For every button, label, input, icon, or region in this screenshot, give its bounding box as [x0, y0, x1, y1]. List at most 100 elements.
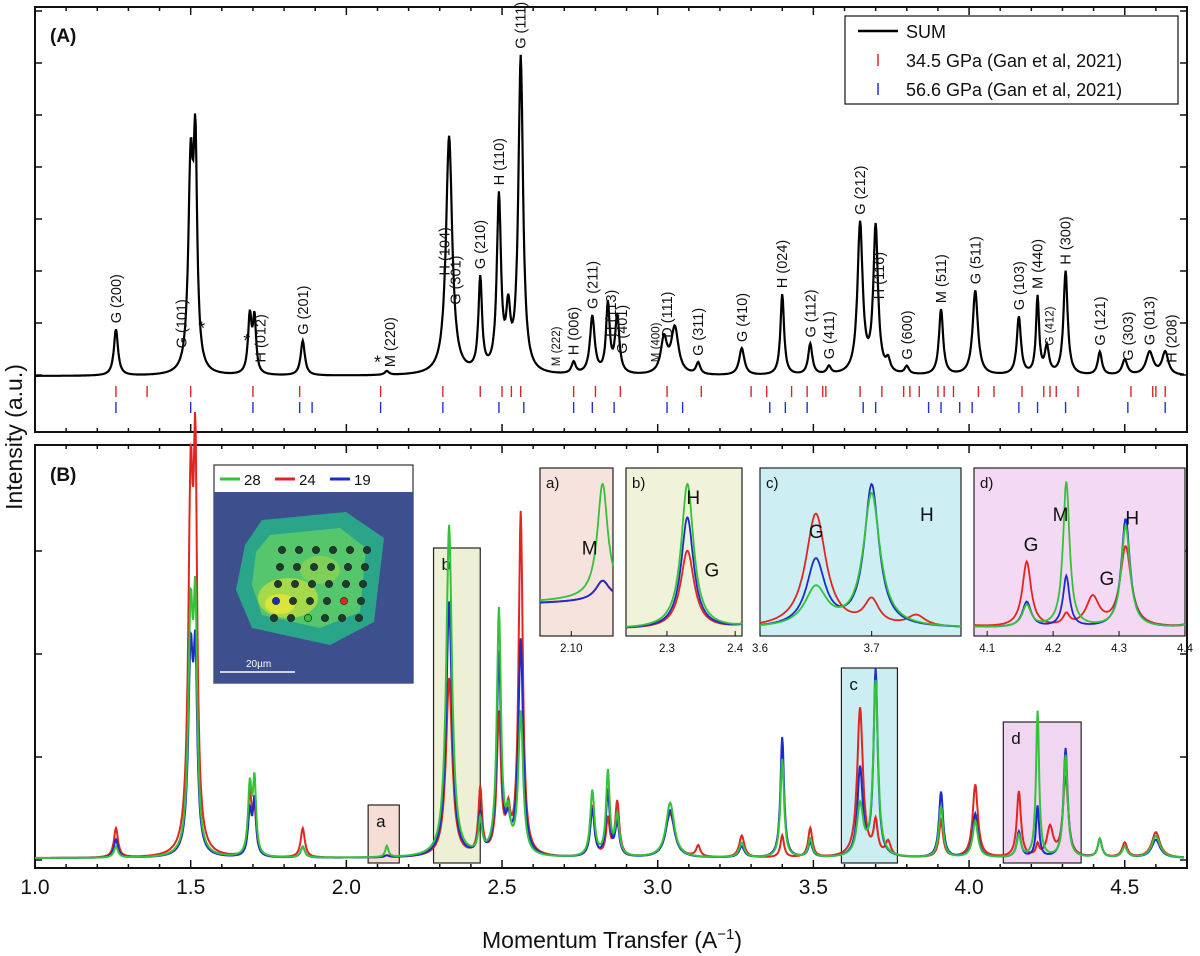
zoom-peak-label: H [1125, 508, 1139, 529]
map-point [295, 546, 303, 554]
x-tick-label: 4.5 [1110, 876, 1139, 899]
map-point [359, 580, 367, 588]
peak-label: H (116) [872, 252, 888, 299]
scale-bar-label: 20µm [246, 659, 271, 670]
map-legend-19: 19 [354, 472, 371, 489]
peak-label: H (024) [775, 240, 791, 288]
zoom-line [540, 579, 614, 604]
legend-56-6: 56.6 GPa (Gan et al, 2021) [906, 80, 1122, 100]
map-point [327, 563, 335, 571]
peak-label: G (410) [735, 293, 751, 342]
peak-label: D (111) [660, 291, 676, 337]
zoom-peak-label: H [920, 505, 934, 526]
zoom-tick-label: 4.1 [979, 643, 995, 655]
peak-label: M (220) [383, 317, 399, 367]
x-tick-label: 3.0 [643, 876, 672, 899]
peak-star: * [198, 319, 205, 339]
zoom-peak-label: G [1100, 569, 1115, 590]
panel-a-plot: G (200)G (101) ** H (012)G (201)* M (220)H … [35, 2, 1185, 413]
peak-label: G (211) [585, 261, 601, 309]
peak-label: M (400) [651, 322, 663, 362]
zoom-tick-label: 4.3 [1111, 643, 1127, 655]
map-point [293, 563, 301, 571]
series-line-28 [35, 524, 1184, 859]
peak-label: M (222) [551, 326, 563, 366]
map-point [321, 614, 329, 622]
zoom-inset-tag: c) [766, 475, 779, 492]
peak-label: G (121) [1093, 296, 1109, 345]
peak-star: * [374, 353, 381, 373]
x-tick-label: 2.5 [487, 876, 516, 899]
peak-label: H (006) [567, 307, 583, 355]
zoom-tick-label: 2.4 [727, 643, 744, 655]
x-tick-label: 2.0 [332, 876, 361, 899]
peak-label: G (412) [1044, 306, 1056, 345]
zoom-tick-label: 4.2 [1045, 643, 1061, 655]
peak-label: G (301) [448, 256, 464, 305]
zoom-line [759, 491, 962, 628]
peak-label: H (113) [604, 290, 620, 337]
zoom-line [626, 516, 743, 629]
zoom-box-label: d [1011, 729, 1020, 748]
axis-ticks: 1.0 1.5 2.0 2.5 3.0 3.5 4.0 4.5 [20, 7, 1188, 899]
zoom-box-label: c [849, 675, 858, 694]
map-point [272, 597, 280, 605]
peak-label: G (111) [514, 2, 530, 49]
zoom-inset-4 [973, 467, 1186, 637]
map-point [270, 614, 278, 622]
peak-label: G (103) [1012, 261, 1028, 310]
panel-b-label: (B) [50, 465, 76, 486]
map-point [274, 580, 282, 588]
zoom-insets: a)M2.10b)HG2.3 2.4c)GH3.6 3.7d)GM HG4.1 4.2 4… [539, 467, 1194, 655]
zoom-inset-tag: a) [546, 475, 559, 492]
x-tick-label: 4.0 [954, 876, 983, 899]
map-point [304, 614, 312, 622]
peak-label: G (600) [900, 310, 916, 359]
zoom-inset-3 [759, 467, 962, 637]
map-point [312, 546, 320, 554]
peak-label: G (112) [803, 289, 819, 337]
zoom-tick-label: 3.7 [864, 643, 880, 655]
peak-label: G (013) [1143, 296, 1159, 345]
peak-label: G (200) [109, 274, 125, 323]
map-point [355, 614, 363, 622]
legend-34-5: 34.5 GPa (Gan et al, 2021) [906, 51, 1122, 71]
x-tick-label: 1.0 [20, 876, 49, 899]
peak-label: G (212) [853, 166, 869, 215]
zoom-tick-label: 2.3 [659, 643, 675, 655]
peak-label: G (411) [822, 311, 838, 359]
map-point [323, 597, 331, 605]
peak-label: H (104) [437, 227, 453, 275]
map-point [338, 614, 346, 622]
zoom-box-label: b [442, 555, 451, 574]
peak-label: H (208) [1164, 314, 1180, 362]
zoom-inset-1 [539, 467, 614, 637]
sum-line [35, 54, 1185, 377]
peak-label: G (210) [473, 220, 489, 269]
map-point [278, 546, 286, 554]
peak-label: G (201) [296, 286, 312, 335]
legend-sum: SUM [906, 22, 946, 42]
legend: SUM 34.5 GPa (Gan et al, 2021) 56.6 GPa … [844, 15, 1179, 105]
map-point [344, 563, 352, 571]
zoom-tick-label: 3.6 [752, 643, 768, 655]
zoom-inset-tag: b) [632, 475, 645, 492]
panel-b-plot [35, 411, 1185, 859]
peak-label: G (101) [174, 299, 190, 348]
map-point [342, 580, 350, 588]
zoom-line [974, 545, 1186, 627]
map-point [363, 546, 371, 554]
peak-label: G (401) [615, 305, 631, 354]
zoom-inset-tag: d) [980, 475, 993, 492]
map-point [310, 563, 318, 571]
map-point [308, 580, 316, 588]
zoom-peak-label: G [704, 560, 719, 581]
map-point [276, 563, 284, 571]
map-point [357, 597, 365, 605]
zoom-tick-label: 4.4 [1177, 643, 1194, 655]
peak-label: H (300) [1059, 216, 1075, 264]
peak-label: H (012) [254, 314, 270, 362]
map-point [306, 597, 314, 605]
panel-b-frame [34, 444, 1188, 869]
